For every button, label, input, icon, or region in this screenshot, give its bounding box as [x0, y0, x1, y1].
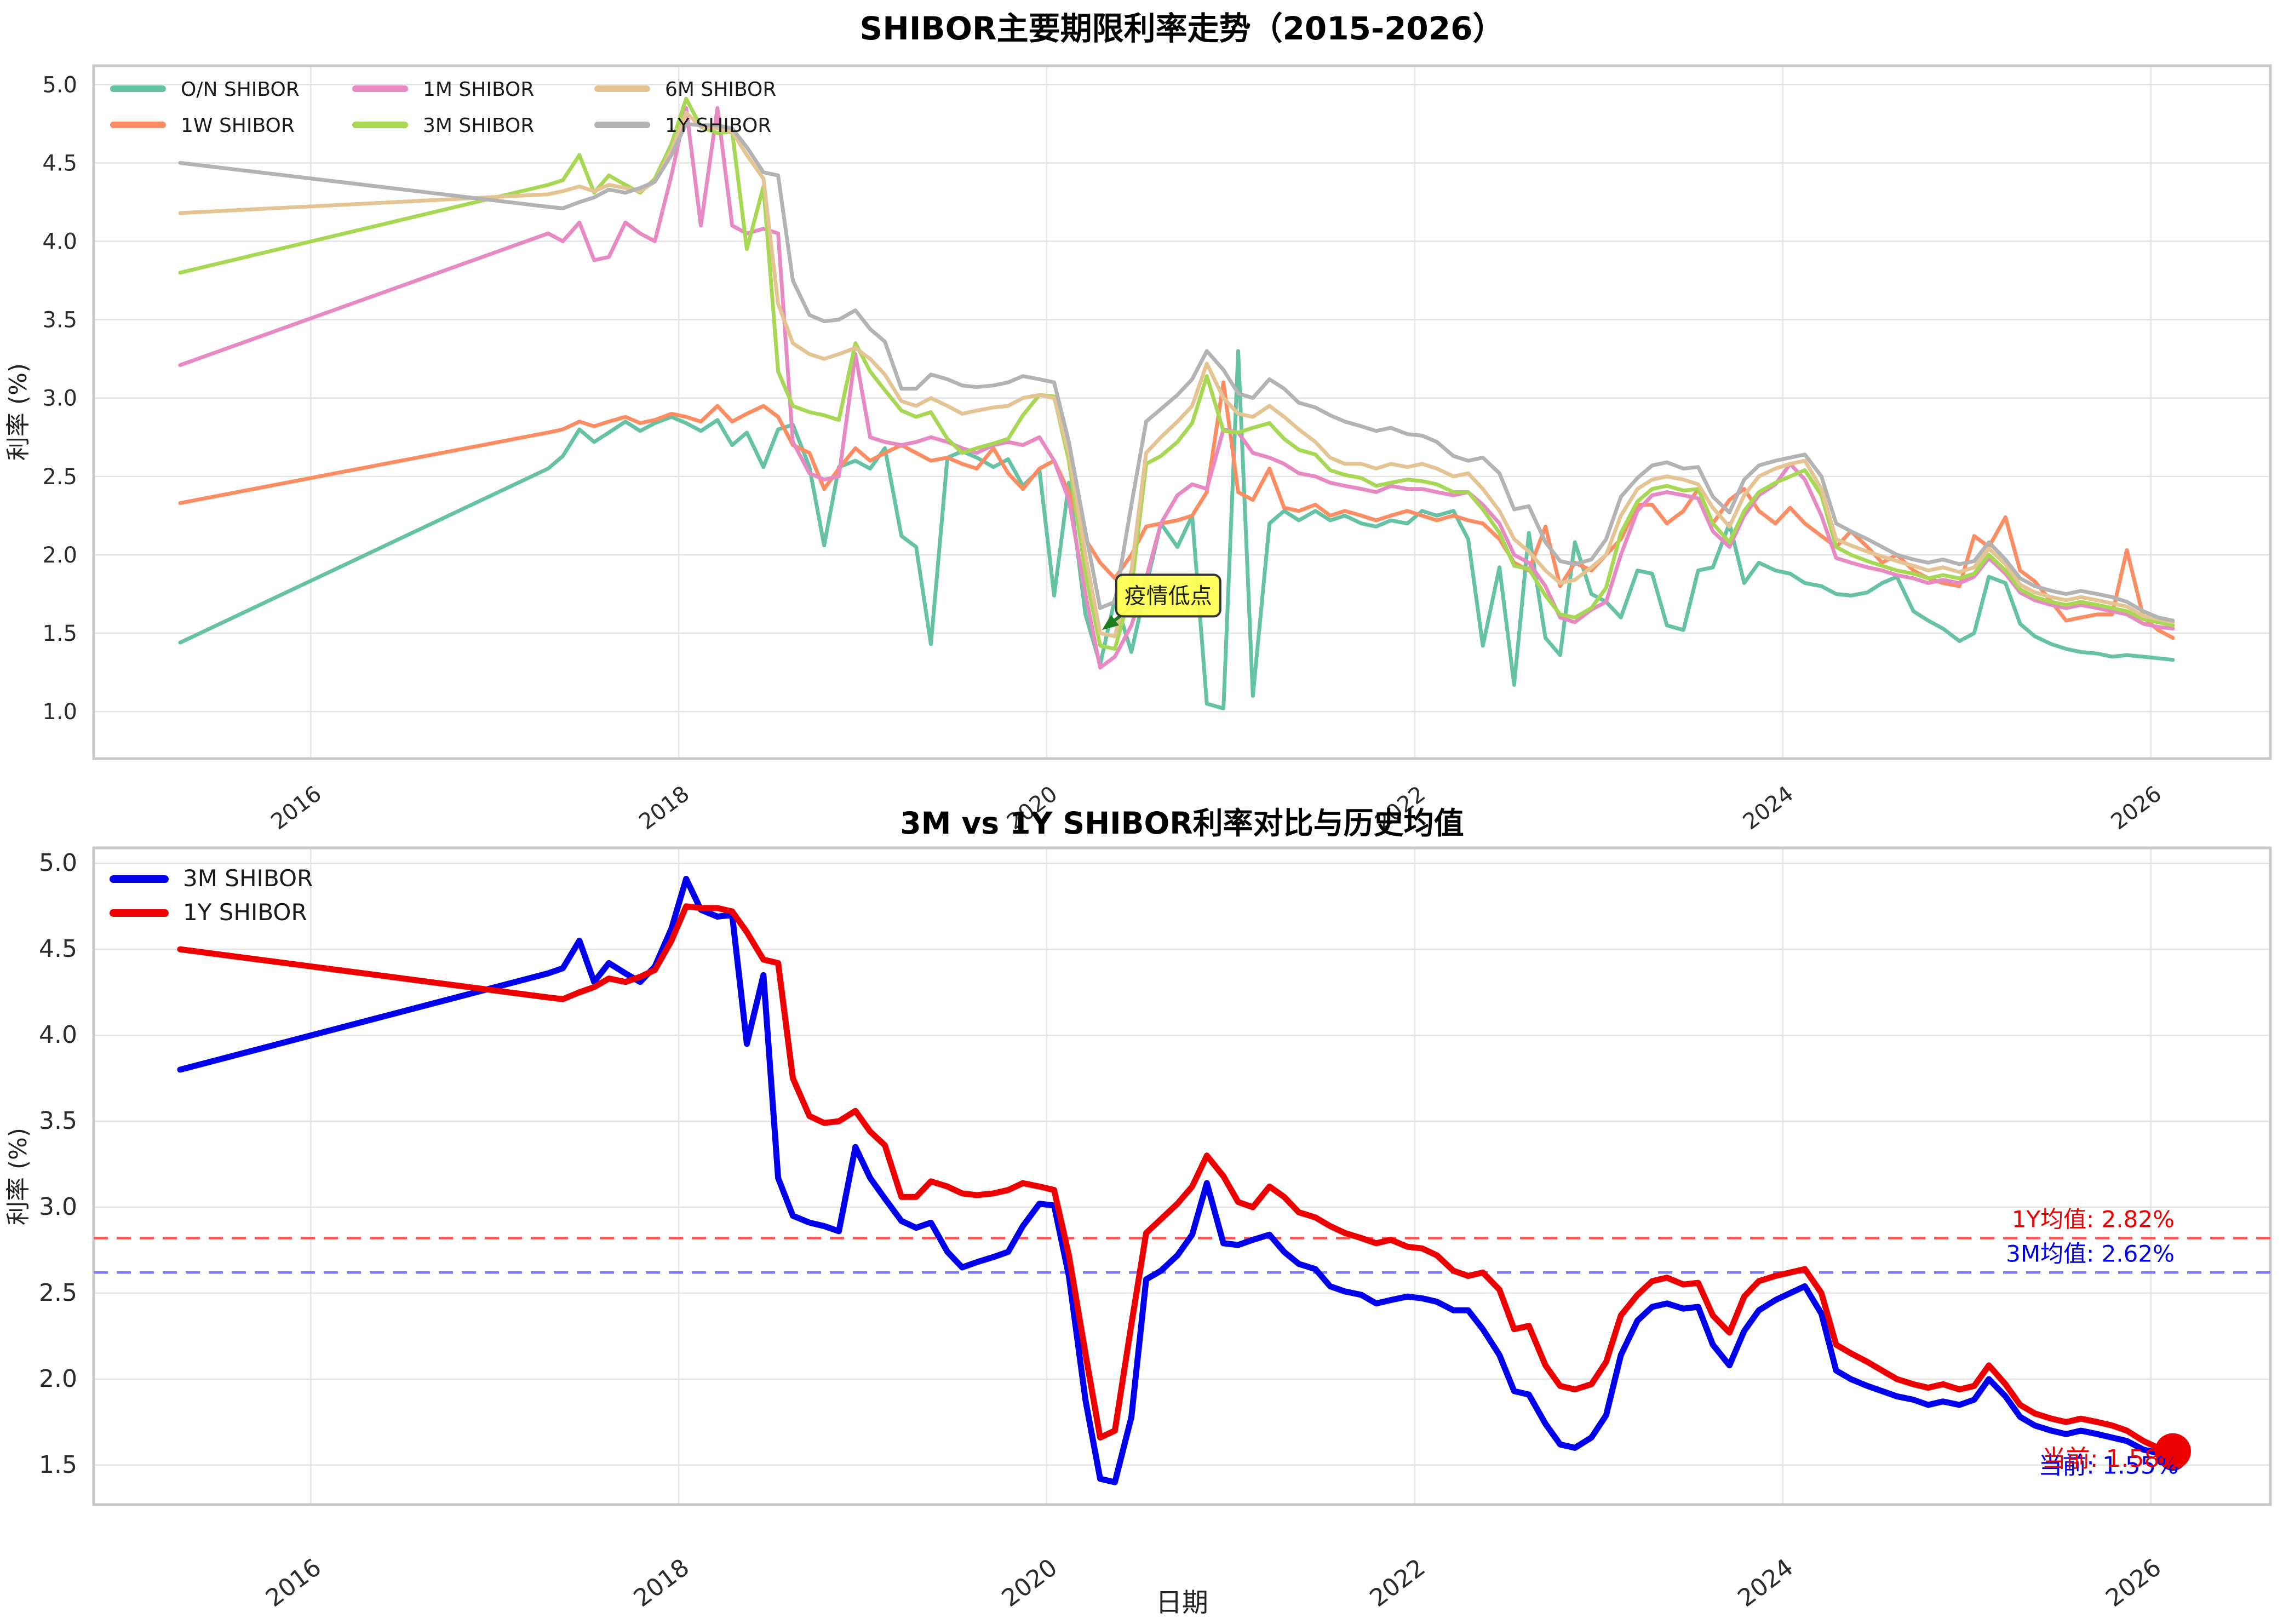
y-tick-label: 2.0 [39, 1365, 77, 1393]
y-tick-label: 1.0 [42, 699, 77, 725]
legend-label: O/N SHIBOR [181, 78, 300, 101]
legend-item-1Y-SHIBOR: 1Y SHIBOR [110, 899, 307, 926]
plot-frame [92, 846, 2272, 1506]
mean-line-label: 3M均值: 2.62% [2006, 1240, 2175, 1267]
y-tick-label: 2.5 [42, 464, 77, 490]
legend-item-1Y-SHIBOR: 1Y SHIBOR [594, 114, 771, 137]
y-tick-label: 1.5 [42, 621, 77, 646]
legend-label: 3M SHIBOR [183, 865, 313, 892]
mean-line-label: 1Y均值: 2.82% [2012, 1206, 2175, 1232]
plot-frame [92, 64, 2272, 760]
top-y-axis-label: 利率 (%) [4, 363, 32, 461]
current-value-label: 当前: 1.58% [2042, 1445, 2183, 1473]
series-6M-SHIBOR [178, 111, 2175, 639]
series-1Y-SHIBOR [178, 122, 2175, 623]
legend-item-6M-SHIBOR: 6M SHIBOR [594, 78, 776, 101]
series-1Y-SHIBOR [177, 903, 2176, 1455]
y-tick-label: 3.5 [42, 308, 77, 333]
legend-item-O-N-SHIBOR: O/N SHIBOR [110, 78, 300, 101]
x-axis-label: 日期 [1156, 1587, 1208, 1618]
annotation-text: 疫情低点 [1125, 583, 1212, 609]
legend-label: 1Y SHIBOR [665, 114, 771, 137]
bottom-y-axis-label: 利率 (%) [4, 1128, 32, 1225]
legend-item-1M-SHIBOR: 1M SHIBOR [352, 78, 534, 101]
current-value-label: 当前: 1.55% [2038, 1452, 2179, 1480]
y-tick-label: 1.5 [39, 1451, 77, 1479]
legend-label: 6M SHIBOR [665, 78, 776, 101]
legend-item-3M-SHIBOR: 3M SHIBOR [352, 114, 534, 137]
endpoint-marker [2154, 1433, 2191, 1470]
series-1M-SHIBOR [178, 106, 2175, 670]
annotation-arrow-head [1102, 615, 1119, 630]
y-tick-label: 3.0 [39, 1193, 77, 1221]
legend-label: 1M SHIBOR [423, 78, 534, 101]
series-3M-SHIBOR [178, 96, 2175, 651]
y-tick-label: 5.0 [42, 72, 77, 97]
bottom-chart-title: 3M vs 1Y SHIBOR利率对比与历史均值 [900, 806, 1464, 841]
series-O-N-SHIBOR [178, 349, 2175, 710]
y-tick-label: 3.5 [39, 1107, 77, 1135]
y-tick-label: 5.0 [39, 849, 77, 877]
legend-item-1W-SHIBOR: 1W SHIBOR [110, 114, 295, 137]
y-tick-label: 3.0 [42, 386, 77, 411]
annotation-box [1115, 573, 1221, 618]
legend-label: 3M SHIBOR [423, 114, 534, 137]
y-tick-label: 2.0 [42, 543, 77, 568]
legend-label: 1W SHIBOR [181, 114, 295, 137]
legend-label: 1Y SHIBOR [183, 899, 307, 926]
series-3M-SHIBOR [177, 876, 2176, 1485]
top-chart-title: SHIBOR主要期限利率走势（2015-2026） [860, 10, 1505, 47]
y-tick-label: 4.5 [39, 935, 77, 963]
legend-item-3M-SHIBOR: 3M SHIBOR [110, 865, 313, 892]
y-tick-label: 4.5 [42, 151, 77, 176]
y-tick-label: 4.0 [39, 1021, 77, 1049]
y-tick-label: 4.0 [42, 229, 77, 255]
y-tick-label: 2.5 [39, 1279, 77, 1307]
